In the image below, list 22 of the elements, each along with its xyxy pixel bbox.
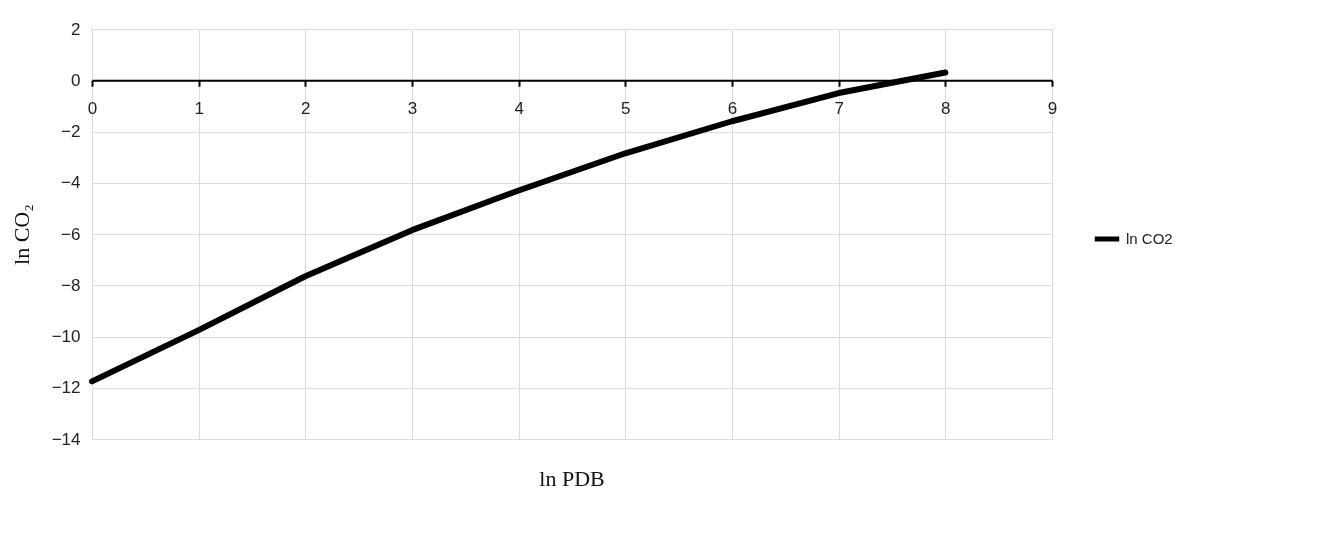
y-tick-label: −10 (51, 327, 81, 346)
x-tick-label: 9 (1047, 98, 1058, 118)
x-tick-label: 1 (194, 98, 204, 118)
x-tick-label: 6 (727, 98, 738, 118)
y-tick-label: −12 (51, 378, 81, 398)
x-tick-label: 7 (834, 98, 844, 118)
x-tick-label: 3 (407, 98, 418, 118)
x-tick-label: 0 (87, 98, 98, 118)
y-tick-label: −6 (61, 224, 81, 244)
y-tick-label: −4 (61, 173, 81, 193)
y-tick-label: −2 (61, 122, 81, 141)
y-axis-title: ln CO₂ (8, 204, 34, 265)
y-tick-label: 2 (71, 19, 81, 39)
y-tick-label: 0 (71, 70, 81, 90)
y-tick-label: −14 (51, 429, 81, 449)
legend-label: ln CO2 (1126, 230, 1173, 247)
y-tick-label: −8 (61, 275, 81, 295)
x-tick-label: 8 (941, 98, 951, 118)
x-axis-title: ln PDB (539, 466, 605, 491)
x-tick-label: 2 (301, 98, 311, 118)
x-tick-label: 5 (621, 98, 631, 118)
x-tick-label: 4 (514, 98, 524, 118)
